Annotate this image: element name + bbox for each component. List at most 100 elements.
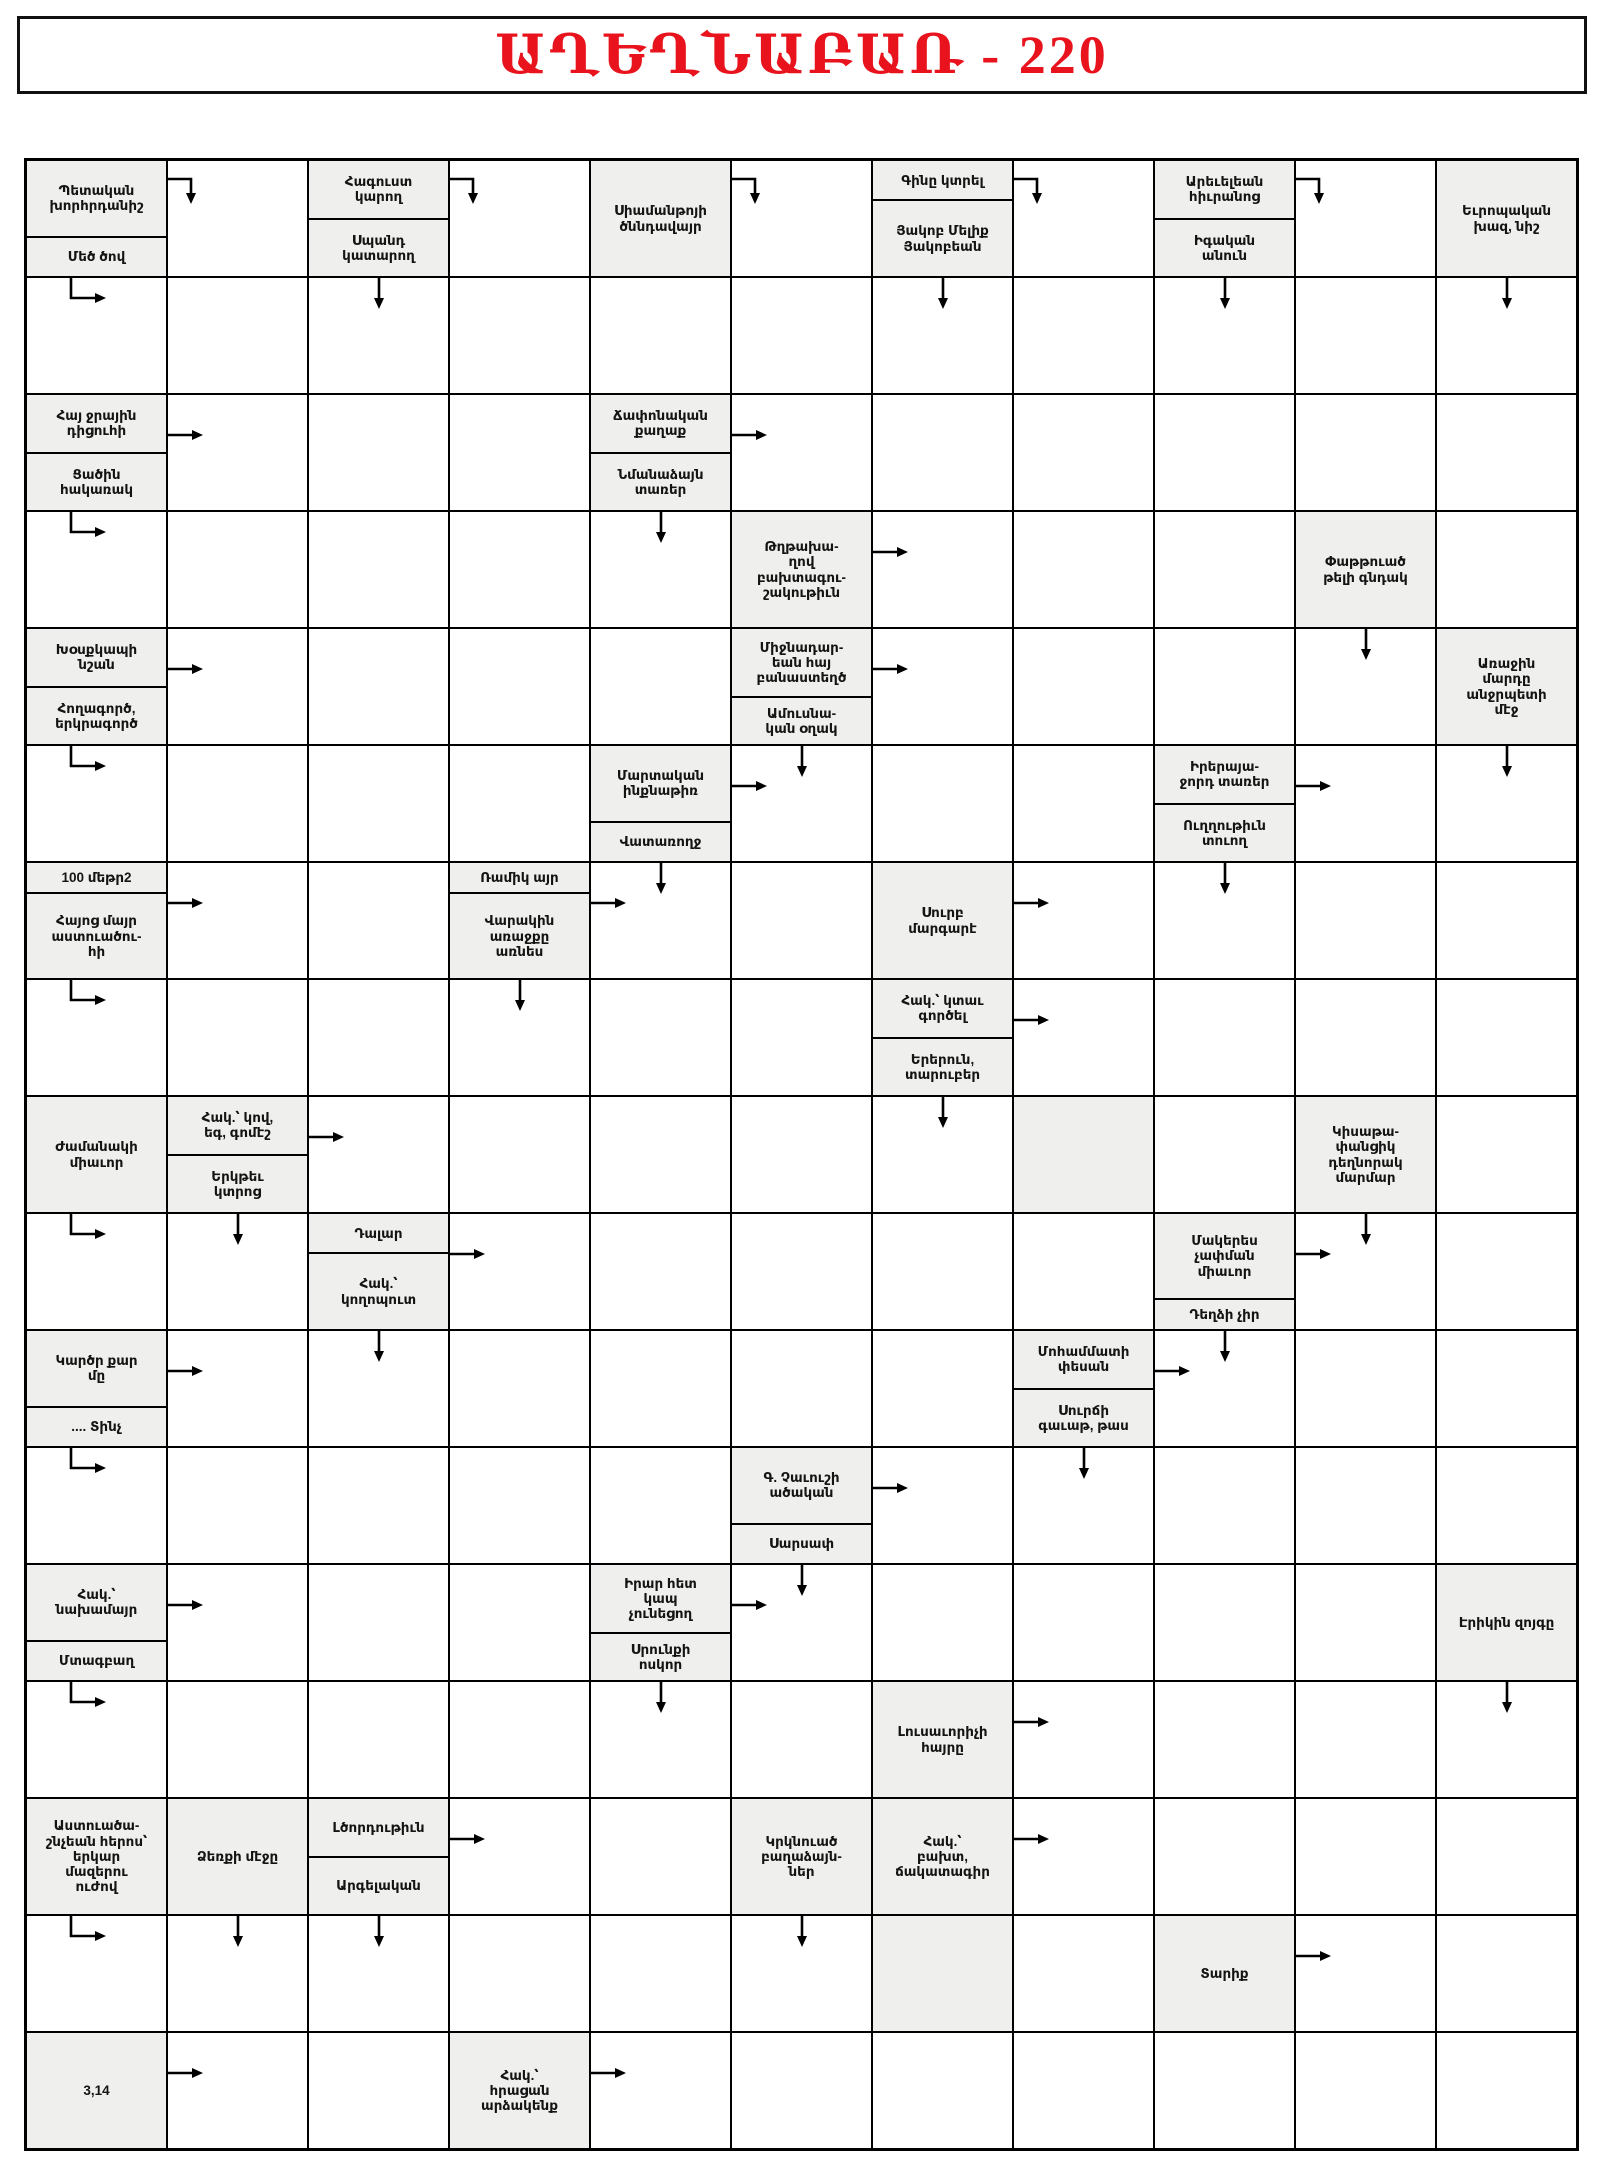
answer-cell-r17c11[interactable] — [1436, 2032, 1577, 2149]
answer-cell-r3c2[interactable] — [167, 394, 308, 511]
answer-cell-r4c2[interactable] — [167, 511, 308, 628]
answer-cell-r8c3[interactable] — [308, 979, 449, 1096]
answer-cell-r5c10[interactable] — [1295, 628, 1436, 745]
answer-cell-r16c4[interactable] — [449, 1915, 590, 2032]
answer-cell-r11c10[interactable] — [1295, 1330, 1436, 1447]
answer-cell-r14c6[interactable] — [731, 1681, 872, 1798]
answer-cell-r4c4[interactable] — [449, 511, 590, 628]
answer-cell-r7c8[interactable] — [1013, 862, 1154, 979]
answer-cell-r16c5[interactable] — [590, 1915, 731, 2032]
answer-cell-r3c10[interactable] — [1295, 394, 1436, 511]
answer-cell-r3c11[interactable] — [1436, 394, 1577, 511]
answer-cell-r2c4[interactable] — [449, 277, 590, 394]
answer-cell-r2c3[interactable] — [308, 277, 449, 394]
answer-cell-r12c11[interactable] — [1436, 1447, 1577, 1564]
answer-cell-r6c8[interactable] — [1013, 745, 1154, 862]
answer-cell-r3c6[interactable] — [731, 394, 872, 511]
answer-cell-r10c2[interactable] — [167, 1213, 308, 1330]
answer-cell-r4c9[interactable] — [1154, 511, 1295, 628]
answer-cell-r4c11[interactable] — [1436, 511, 1577, 628]
answer-cell-r13c9[interactable] — [1154, 1564, 1295, 1681]
answer-cell-r5c7[interactable] — [872, 628, 1013, 745]
answer-cell-r7c6[interactable] — [731, 862, 872, 979]
answer-cell-r15c11[interactable] — [1436, 1798, 1577, 1915]
answer-cell-r10c4[interactable] — [449, 1213, 590, 1330]
answer-cell-r15c10[interactable] — [1295, 1798, 1436, 1915]
answer-cell-r6c4[interactable] — [449, 745, 590, 862]
answer-cell-r8c11[interactable] — [1436, 979, 1577, 1096]
answer-cell-r17c7[interactable] — [872, 2032, 1013, 2149]
answer-cell-r2c5[interactable] — [590, 277, 731, 394]
answer-cell-r8c1[interactable] — [26, 979, 167, 1096]
answer-cell-r9c4[interactable] — [449, 1096, 590, 1213]
answer-cell-r6c11[interactable] — [1436, 745, 1577, 862]
answer-cell-r4c1[interactable] — [26, 511, 167, 628]
answer-cell-r2c9[interactable] — [1154, 277, 1295, 394]
answer-cell-r13c8[interactable] — [1013, 1564, 1154, 1681]
answer-cell-r13c7[interactable] — [872, 1564, 1013, 1681]
answer-cell-r12c2[interactable] — [167, 1447, 308, 1564]
answer-cell-r2c1[interactable] — [26, 277, 167, 394]
answer-cell-r16c2[interactable] — [167, 1915, 308, 2032]
answer-cell-r8c9[interactable] — [1154, 979, 1295, 1096]
answer-cell-r16c6[interactable] — [731, 1915, 872, 2032]
answer-cell-r4c8[interactable] — [1013, 511, 1154, 628]
answer-cell-r5c8[interactable] — [1013, 628, 1154, 745]
answer-cell-r6c10[interactable] — [1295, 745, 1436, 862]
answer-cell-r8c6[interactable] — [731, 979, 872, 1096]
answer-cell-r2c6[interactable] — [731, 277, 872, 394]
answer-cell-r4c5[interactable] — [590, 511, 731, 628]
answer-cell-r5c5[interactable] — [590, 628, 731, 745]
answer-cell-r16c10[interactable] — [1295, 1915, 1436, 2032]
answer-cell-r15c9[interactable] — [1154, 1798, 1295, 1915]
answer-cell-r11c6[interactable] — [731, 1330, 872, 1447]
answer-cell-r1c8[interactable] — [1013, 160, 1154, 277]
answer-cell-r3c8[interactable] — [1013, 394, 1154, 511]
answer-cell-r3c4[interactable] — [449, 394, 590, 511]
answer-cell-r3c3[interactable] — [308, 394, 449, 511]
answer-cell-r14c5[interactable] — [590, 1681, 731, 1798]
answer-cell-r15c4[interactable] — [449, 1798, 590, 1915]
answer-cell-r8c10[interactable] — [1295, 979, 1436, 1096]
answer-cell-r11c3[interactable] — [308, 1330, 449, 1447]
answer-cell-r13c6[interactable] — [731, 1564, 872, 1681]
answer-cell-r8c5[interactable] — [590, 979, 731, 1096]
answer-cell-r16c3[interactable] — [308, 1915, 449, 2032]
answer-cell-r14c10[interactable] — [1295, 1681, 1436, 1798]
answer-cell-r11c2[interactable] — [167, 1330, 308, 1447]
answer-cell-r8c2[interactable] — [167, 979, 308, 1096]
answer-cell-r2c11[interactable] — [1436, 277, 1577, 394]
answer-cell-r8c8[interactable] — [1013, 979, 1154, 1096]
answer-cell-r1c10[interactable] — [1295, 160, 1436, 277]
answer-cell-r10c8[interactable] — [1013, 1213, 1154, 1330]
answer-cell-r4c3[interactable] — [308, 511, 449, 628]
answer-cell-r5c9[interactable] — [1154, 628, 1295, 745]
answer-cell-r9c6[interactable] — [731, 1096, 872, 1213]
answer-cell-r5c2[interactable] — [167, 628, 308, 745]
answer-cell-r15c8[interactable] — [1013, 1798, 1154, 1915]
answer-cell-r10c1[interactable] — [26, 1213, 167, 1330]
answer-cell-r7c11[interactable] — [1436, 862, 1577, 979]
answer-cell-r10c7[interactable] — [872, 1213, 1013, 1330]
answer-cell-r5c4[interactable] — [449, 628, 590, 745]
answer-cell-r5c3[interactable] — [308, 628, 449, 745]
answer-cell-r14c9[interactable] — [1154, 1681, 1295, 1798]
answer-cell-r10c5[interactable] — [590, 1213, 731, 1330]
answer-cell-r11c4[interactable] — [449, 1330, 590, 1447]
answer-cell-r9c7[interactable] — [872, 1096, 1013, 1213]
answer-cell-r14c2[interactable] — [167, 1681, 308, 1798]
answer-cell-r16c11[interactable] — [1436, 1915, 1577, 2032]
answer-cell-r9c5[interactable] — [590, 1096, 731, 1213]
answer-cell-r16c8[interactable] — [1013, 1915, 1154, 2032]
answer-cell-r17c2[interactable] — [167, 2032, 308, 2149]
answer-cell-r17c3[interactable] — [308, 2032, 449, 2149]
answer-cell-r7c9[interactable] — [1154, 862, 1295, 979]
answer-cell-r8c4[interactable] — [449, 979, 590, 1096]
answer-cell-r2c10[interactable] — [1295, 277, 1436, 394]
answer-cell-r13c2[interactable] — [167, 1564, 308, 1681]
answer-cell-r7c5[interactable] — [590, 862, 731, 979]
answer-cell-r13c10[interactable] — [1295, 1564, 1436, 1681]
answer-cell-r4c7[interactable] — [872, 511, 1013, 628]
answer-cell-r9c9[interactable] — [1154, 1096, 1295, 1213]
answer-cell-r12c4[interactable] — [449, 1447, 590, 1564]
